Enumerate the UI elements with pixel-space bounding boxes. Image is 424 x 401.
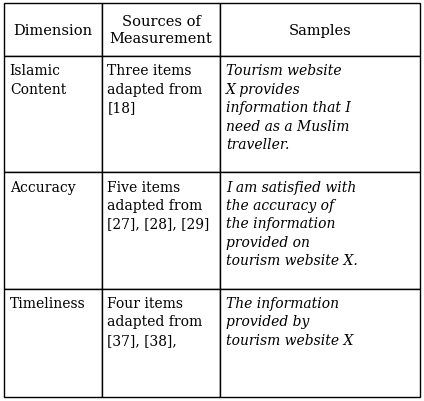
Bar xyxy=(220,173,420,289)
Bar xyxy=(4,4,102,57)
Bar xyxy=(220,289,420,397)
Text: Islamic
Content: Islamic Content xyxy=(10,64,66,97)
Bar xyxy=(102,289,220,397)
Text: Sources of
Measurement: Sources of Measurement xyxy=(110,15,212,46)
Bar xyxy=(102,4,220,57)
Bar xyxy=(4,173,102,289)
Bar xyxy=(102,173,220,289)
Bar xyxy=(220,4,420,57)
Text: Accuracy: Accuracy xyxy=(10,180,75,194)
Text: Timeliness: Timeliness xyxy=(10,296,86,310)
Text: I am satisfied with
the accuracy of
the information
provided on
tourism website : I am satisfied with the accuracy of the … xyxy=(226,180,357,267)
Text: Tourism website
X provides
information that I
need as a Muslim
traveller.: Tourism website X provides information t… xyxy=(226,64,351,152)
Text: Samples: Samples xyxy=(289,24,351,38)
Text: Four items
adapted from
[37], [38],: Four items adapted from [37], [38], xyxy=(107,296,203,347)
Text: The information
provided by
tourism website X: The information provided by tourism webs… xyxy=(226,296,353,347)
Bar xyxy=(4,289,102,397)
Bar xyxy=(4,57,102,173)
Text: Three items
adapted from
[18]: Three items adapted from [18] xyxy=(107,64,203,115)
Text: Five items
adapted from
[27], [28], [29]: Five items adapted from [27], [28], [29] xyxy=(107,180,210,231)
Bar xyxy=(102,57,220,173)
Bar xyxy=(220,57,420,173)
Text: Dimension: Dimension xyxy=(14,24,92,38)
